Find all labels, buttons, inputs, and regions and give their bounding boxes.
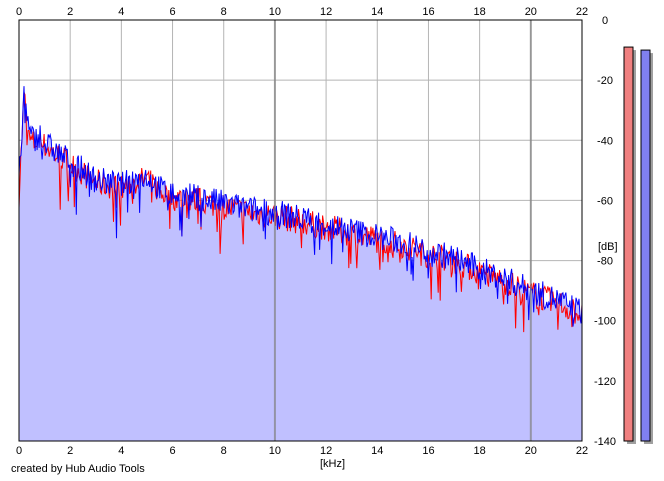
x-tick-label: 10 [269, 445, 281, 457]
x-tick-label: 12 [320, 445, 332, 457]
x-tick-labels-top: 0 2 4 6 8 10 12 14 16 18 20 22 [16, 6, 588, 18]
y-tick-labels: 0 -20 -40 -60 -80 -100 -120 -140 [594, 15, 616, 448]
x-tick-label: 22 [576, 6, 588, 18]
y-tick-label: 0 [602, 15, 608, 27]
x-tick-label: 2 [67, 445, 73, 457]
y-tick-label: -100 [594, 316, 616, 328]
series-line-blue [18, 86, 583, 327]
x-tick-label: 16 [422, 6, 434, 18]
x-tick-label: 12 [320, 6, 332, 18]
series-line-red [18, 91, 583, 333]
level-meters [623, 46, 653, 445]
x-tick-label: 14 [371, 6, 383, 18]
x-tick-label: 4 [118, 6, 124, 18]
x-tick-label: 6 [169, 6, 175, 18]
series-lines [18, 86, 583, 333]
x-tick-label: 18 [474, 445, 486, 457]
area-fill [19, 86, 582, 441]
y-tick-label: -20 [597, 75, 613, 87]
credit-text: created by Hub Audio Tools [11, 463, 145, 475]
y-tick-label: -120 [594, 376, 616, 388]
x-tick-label: 8 [221, 445, 227, 457]
x-tick-label: 16 [422, 445, 434, 457]
x-tick-label: 8 [221, 6, 227, 18]
x-tick-label: 2 [67, 6, 73, 18]
x-tick-label: 0 [16, 6, 22, 18]
y-axis-label: [dB] [598, 241, 618, 253]
y-tick-label: -140 [594, 436, 616, 448]
x-tick-label: 22 [576, 445, 588, 457]
x-tick-label: 20 [525, 6, 537, 18]
x-tick-label: 14 [371, 445, 383, 457]
meter-bar [623, 46, 634, 442]
x-tick-label: 10 [269, 6, 281, 18]
x-tick-labels-bottom: 0 2 4 6 8 10 12 14 16 18 20 22 [16, 445, 588, 457]
meter-bar [640, 49, 651, 442]
x-tick-label: 0 [16, 445, 22, 457]
x-tick-label: 4 [118, 445, 124, 457]
y-tick-label: -80 [597, 256, 613, 268]
y-tick-label: -40 [597, 135, 613, 147]
major-grid [273, 20, 532, 441]
x-tick-label: 20 [525, 445, 537, 457]
x-tick-label: 6 [169, 445, 175, 457]
y-tick-label: -60 [597, 195, 613, 207]
plot-frame [18, 19, 583, 442]
spectrum-fill [19, 86, 582, 441]
x-axis-label: [kHz] [320, 458, 345, 470]
x-tick-label: 18 [474, 6, 486, 18]
